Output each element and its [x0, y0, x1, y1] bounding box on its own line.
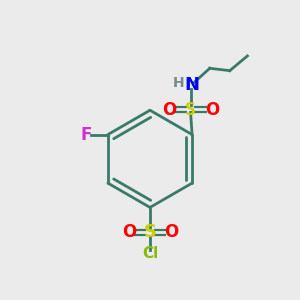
Text: O: O — [122, 224, 136, 242]
Text: O: O — [205, 100, 219, 118]
Text: S: S — [143, 224, 157, 242]
Text: N: N — [184, 76, 200, 94]
Text: F: F — [80, 125, 92, 143]
Text: Cl: Cl — [142, 246, 158, 261]
Text: S: S — [185, 100, 196, 118]
Text: H: H — [172, 76, 184, 90]
Text: O: O — [162, 100, 176, 118]
Text: O: O — [164, 224, 178, 242]
